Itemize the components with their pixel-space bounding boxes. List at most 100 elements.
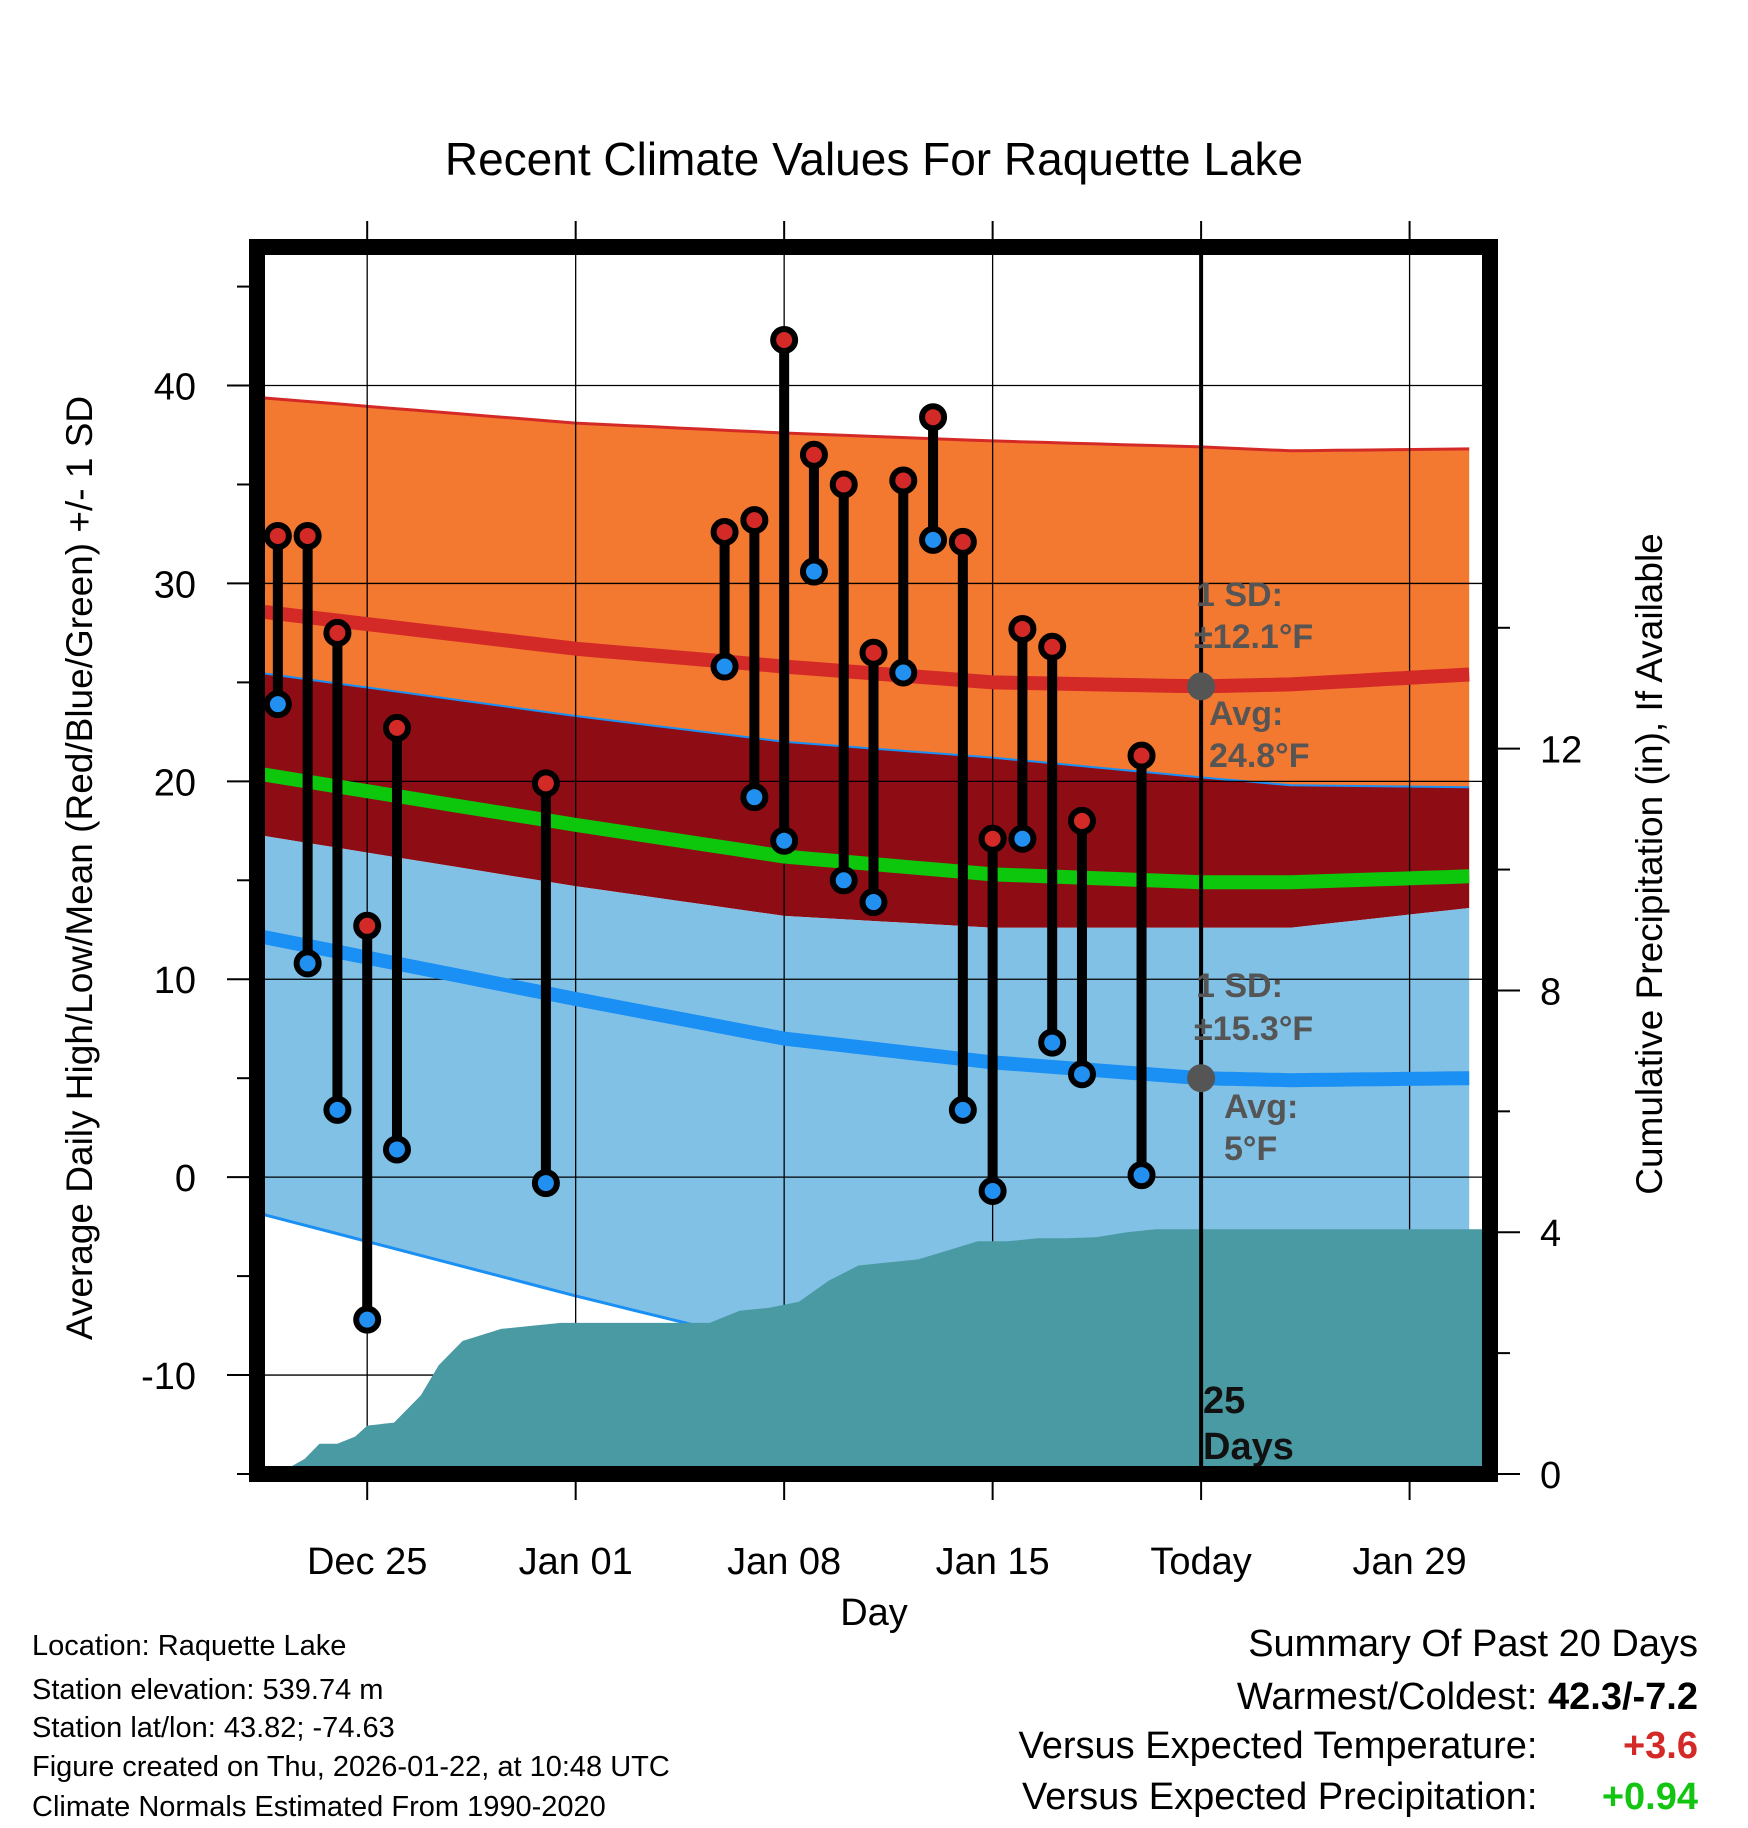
y-tick-label: 20: [154, 762, 196, 804]
chart-title: Recent Climate Values For Raquette Lake: [445, 133, 1303, 185]
observed-low-point: [263, 690, 292, 719]
footer-latlon: Station lat/lon: 43.82; -74.63: [32, 1712, 395, 1744]
observation-day: [829, 470, 858, 895]
observed-high-point: [948, 527, 977, 556]
low-sd-value: ±15.3°F: [1194, 1010, 1313, 1048]
observation-day: [531, 769, 560, 1198]
observed-low-point: [323, 1095, 352, 1124]
summary-precip-label: Versus Expected Precipitation:: [1022, 1776, 1538, 1818]
observation-day: [1127, 741, 1156, 1190]
observed-high-point: [1127, 741, 1156, 770]
observed-high-point: [799, 440, 828, 469]
x-tick-label: Jan 15: [936, 1541, 1050, 1583]
footer-created: Figure created on Thu, 2026-01-22, at 10…: [32, 1751, 670, 1783]
x-tick-label: Jan 01: [519, 1541, 633, 1583]
y-tick-label: 40: [154, 367, 196, 409]
observed-low-point: [859, 888, 888, 917]
x-tick-label: Jan 08: [727, 1541, 841, 1583]
observed-low-point: [799, 557, 828, 586]
observed-low-point: [382, 1135, 411, 1164]
observed-low-point: [353, 1305, 382, 1334]
low-avg-label: Avg:: [1224, 1088, 1298, 1126]
observed-high-point: [919, 403, 948, 432]
low-avg-value: 5°F: [1224, 1130, 1277, 1168]
overlap-band: [257, 672, 1470, 928]
observation-day: [740, 506, 769, 812]
observed-high-point: [889, 466, 918, 495]
normal-high-line: [257, 604, 1470, 694]
summary-warm-cold-value: 42.3/-7.2: [1548, 1676, 1698, 1718]
high-sd-value: ±12.1°F: [1194, 618, 1313, 656]
y-tick-label: 10: [154, 960, 196, 1002]
observed-high-point: [531, 769, 560, 798]
observed-low-point: [978, 1176, 1007, 1205]
summary-temp-value: +3.6: [1622, 1725, 1698, 1767]
observed-low-point: [919, 525, 948, 554]
observed-low-point: [1038, 1028, 1067, 1057]
observed-high-point: [263, 521, 292, 550]
observed-low-point: [1067, 1060, 1096, 1089]
observed-high-point: [770, 326, 799, 355]
y2-tick-label: 0: [1540, 1455, 1561, 1497]
observed-low-point: [740, 783, 769, 812]
observation-day: [859, 638, 888, 917]
y-axis-title: Average Daily High/Low/Mean (Red/Blue/Gr…: [59, 396, 100, 1340]
average-markers: [1187, 672, 1216, 1093]
observation-day: [323, 618, 352, 1124]
observed-high-point: [1067, 806, 1096, 835]
observation-day: [948, 527, 977, 1124]
y-tick-label: 0: [175, 1158, 196, 1200]
high-avg-value: 24.8°F: [1209, 737, 1310, 775]
observation-day: [919, 403, 948, 554]
x-axis-title: Day: [840, 1592, 908, 1634]
observed-high-point: [353, 911, 382, 940]
observation-day: [889, 466, 918, 687]
observation-day: [353, 911, 382, 1334]
observed-high-point: [323, 618, 352, 647]
observed-high-point: [978, 824, 1007, 853]
observed-high-point: [710, 517, 739, 546]
precipitation-area: [277, 1229, 1490, 1474]
y-axis-ticks: -10 0 10 20 30 40: [141, 285, 249, 1475]
observed-high-point: [1008, 614, 1037, 643]
footer-normals: Climate Normals Estimated From 1990-2020: [32, 1791, 606, 1823]
x-tick-label: Dec 25: [307, 1541, 427, 1583]
summary-precip: Versus Expected Precipitation: +0.94: [1022, 1778, 1698, 1816]
y2-axis-title: Cumulative Precipitation (in), If Availa…: [1629, 533, 1670, 1195]
today-days-unit: Days: [1203, 1426, 1294, 1468]
y-tick-label: -10: [141, 1356, 196, 1398]
observed-high-point: [1038, 632, 1067, 661]
y2-axis-ticks: 0 4 8 12: [1498, 626, 1582, 1497]
observed-high-point: [382, 713, 411, 742]
observation-day: [263, 521, 292, 719]
observed-low-point: [293, 949, 322, 978]
observed-high-point: [859, 638, 888, 667]
observed-high-point: [293, 521, 322, 550]
low-sd-label: 1 SD:: [1196, 967, 1283, 1005]
annotations: 1 SD: ±12.1°F Avg: 24.8°F 1 SD: ±15.3°F …: [1194, 576, 1313, 1168]
observation-day: [710, 517, 739, 681]
observed-low-point: [829, 866, 858, 895]
x-axis-ticks: Dec 25 Jan 01 Jan 08 Jan 15 Today Jan 29: [307, 221, 1467, 1583]
observed-low-point: [710, 652, 739, 681]
observation-day: [799, 440, 828, 586]
observed-high-point: [829, 470, 858, 499]
plot-frame: [249, 239, 1498, 1482]
observation-day: [1008, 614, 1037, 853]
observed-low-point: [948, 1095, 977, 1124]
today-days-label: 25 Days: [1203, 1380, 1294, 1468]
summary-temp: Versus Expected Temperature: +3.6: [1019, 1727, 1698, 1765]
footer-location: Location: Raquette Lake: [32, 1630, 347, 1662]
today-days-count: 25: [1203, 1380, 1245, 1422]
y2-tick-label: 12: [1540, 730, 1582, 772]
summary-precip-value: +0.94: [1601, 1776, 1698, 1818]
low-avg-marker: [1187, 1064, 1216, 1093]
summary-warm-cold: Warmest/Coldest: 42.3/-7.2: [1237, 1678, 1698, 1716]
observation-day: [382, 713, 411, 1164]
y2-tick-label: 8: [1540, 971, 1561, 1013]
summary-title: Summary Of Past 20 Days: [1248, 1623, 1698, 1665]
observed-high-point: [740, 506, 769, 535]
observation-day: [1038, 632, 1067, 1057]
observation-day: [770, 326, 799, 855]
